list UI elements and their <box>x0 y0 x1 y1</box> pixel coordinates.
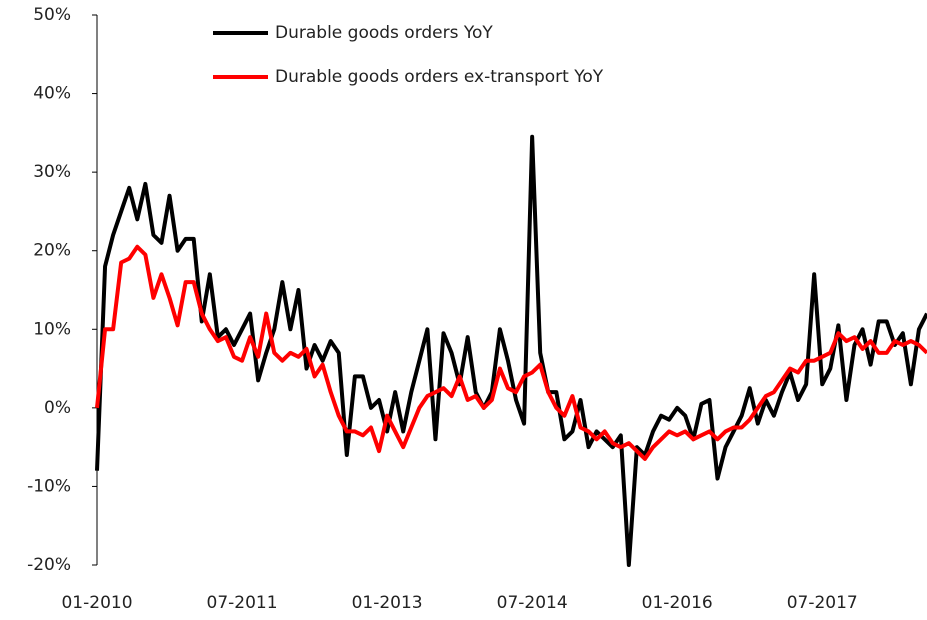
y-tick-label: -20% <box>27 555 71 575</box>
y-tick-label: 10% <box>33 319 71 339</box>
x-tick-label: 01-2016 <box>642 593 713 613</box>
y-tick-label: 40% <box>33 84 71 104</box>
y-tick-label: -10% <box>27 476 71 496</box>
x-tick-label: 07-2014 <box>497 593 568 613</box>
series-line <box>95 134 927 567</box>
x-tick-label: 07-2011 <box>207 593 278 613</box>
y-tick-label: 0% <box>44 398 71 418</box>
legend-label: Durable goods orders ex-transport YoY <box>275 67 604 87</box>
series-line <box>95 244 927 461</box>
y-tick-label: 20% <box>33 241 71 261</box>
y-tick-label: 50% <box>33 5 71 25</box>
x-tick-label: 01-2013 <box>352 593 423 613</box>
x-tick-label: 07-2017 <box>787 593 858 613</box>
x-tick-label: 01-2010 <box>61 593 132 613</box>
y-tick-label: 30% <box>33 162 71 182</box>
legend-label: Durable goods orders YoY <box>275 23 493 43</box>
